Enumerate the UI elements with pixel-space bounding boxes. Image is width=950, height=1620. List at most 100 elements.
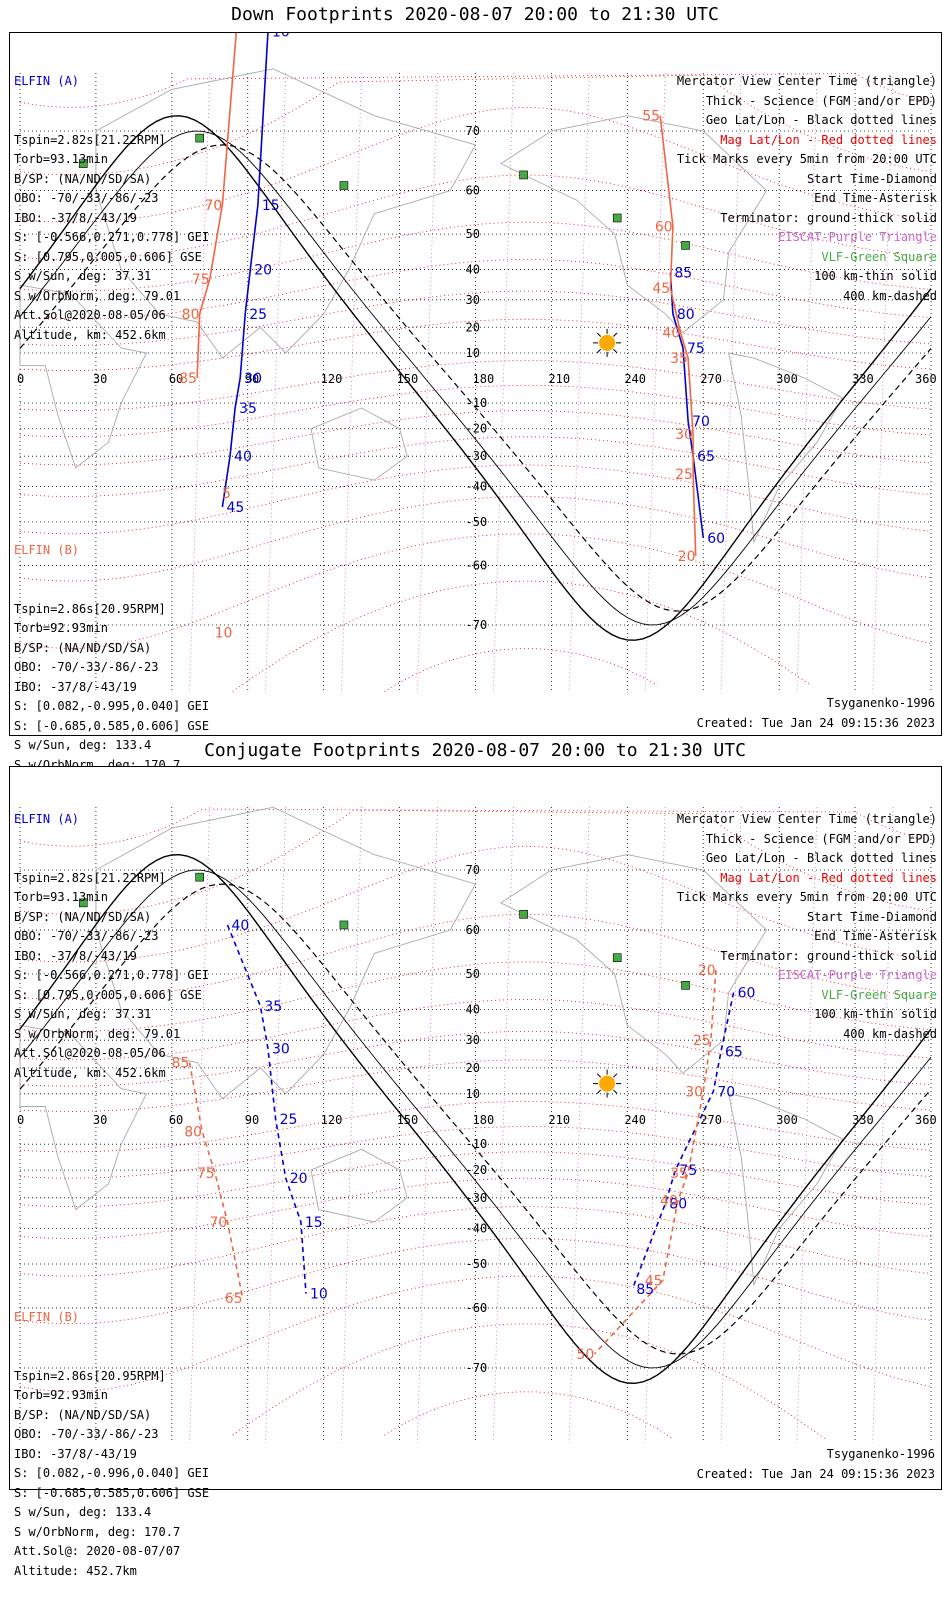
legend: Mercator View Center Time (triangle) Thic… xyxy=(677,771,937,1083)
vlf-square xyxy=(519,909,528,919)
info-line: Altitude, km: 452.6km xyxy=(14,327,166,342)
mag-lat-line xyxy=(19,1059,932,1112)
elfin-a-tick-label: 40 xyxy=(234,449,252,465)
legend-line: 100 km-thin solid xyxy=(814,269,937,283)
elfin-a-tick-label: 65 xyxy=(697,449,715,465)
elfin-a-tick-label: 80 xyxy=(669,1197,687,1213)
elfin-b-tick-label: 75 xyxy=(197,1166,215,1182)
elfin-a-info: ELFIN (A) Tspin=2.82s[21.22RPM] Torb=93.1… xyxy=(14,771,209,1122)
lat-tick-label: -60 xyxy=(466,558,488,572)
lat-tick-label: 20 xyxy=(466,1061,480,1075)
mag-lon-line xyxy=(568,72,590,694)
lat-tick-label: 10 xyxy=(466,1087,480,1101)
elfin-b-tick-label: 25 xyxy=(675,467,693,483)
elfin-a-tick-label: 75 xyxy=(679,1163,697,1179)
elfin-b-tick-label: 60 xyxy=(655,219,673,235)
elfin-a-tick-label: 70 xyxy=(692,414,710,430)
info-line: OBO: -70/-33/-86/-23 xyxy=(14,1427,159,1441)
lat-tick-label: 20 xyxy=(466,320,480,334)
elfin-b-tick-label: 5 xyxy=(222,486,231,502)
coastline xyxy=(95,68,477,359)
elfin-a-tick-label: 65 xyxy=(725,1045,743,1061)
lat-tick-label: -40 xyxy=(466,480,488,494)
created-label: Created: Tue Jan 24 09:15:36 2023 xyxy=(696,1467,935,1481)
elfin-a-tick-label: 60 xyxy=(738,986,756,1002)
lon-tick-label: 210 xyxy=(548,1113,570,1127)
model-label: Tsyganenko-1996 xyxy=(826,1447,935,1461)
mag-lat-line xyxy=(19,107,932,223)
lat-tick-label: 70 xyxy=(466,863,480,877)
info-line: S w/OrbNorm, deg: 170.7 xyxy=(14,1524,181,1539)
mag-lat-line xyxy=(19,808,932,847)
lat-tick-label: -20 xyxy=(466,422,488,436)
legend-line: Mercator View Center Time (triangle) xyxy=(676,812,937,826)
mag-lat-line xyxy=(384,1391,674,1440)
lat-tick-label: 70 xyxy=(466,124,480,138)
lat-tick-label: -40 xyxy=(466,1221,488,1235)
map-canvas: 0 30 60 90 120 150 180 210 240 270 300 330 360 70 60 50… xyxy=(17,806,937,1444)
lon-tick-label: 330 xyxy=(852,372,874,386)
mag-lon-line xyxy=(189,72,211,694)
mag-lon-line xyxy=(416,72,438,694)
lon-tick-label: 300 xyxy=(776,372,798,386)
elfin-a-tick-label: 45 xyxy=(226,500,244,516)
mag-lat-line xyxy=(19,1031,932,1087)
panel-2-title: Conjugate Footprints 2020-08-07 20:00 to… xyxy=(204,740,746,761)
elfin-b-tick-label: 75 xyxy=(192,272,210,288)
sun-ray xyxy=(613,1073,618,1078)
legend-line: VLF-Green Square xyxy=(821,987,937,1002)
lat-tick-label: 40 xyxy=(466,1003,480,1017)
mag-lat-line xyxy=(232,580,810,692)
legend-line: 100 km-thin solid xyxy=(814,1007,937,1021)
lon-tick-label: 120 xyxy=(321,1113,343,1127)
info-line: IBO: -37/8/-43/19 xyxy=(14,210,137,225)
elfin-a-tick-label: 80 xyxy=(677,307,695,323)
info-line: B/SP: (NA/ND/SD/SA) xyxy=(14,1407,152,1422)
mag-lon-line xyxy=(492,72,514,694)
coastline xyxy=(310,1148,408,1223)
elfin-b-track xyxy=(188,1062,244,1299)
lon-tick-label: 330 xyxy=(852,1113,874,1127)
mag-lat-line xyxy=(19,496,932,582)
elfin-a-track xyxy=(226,924,307,1294)
mag-lon-line xyxy=(644,72,666,694)
elfin-a-tick-label: 35 xyxy=(239,401,257,417)
elfin-a-tick-label: 15 xyxy=(305,1215,323,1231)
elfin-b-tick-label: 80 xyxy=(184,1125,202,1141)
lon-tick-label: 30 xyxy=(93,1113,107,1127)
legend-line: Tick Marks every 5min from 20:00 UTC xyxy=(676,890,937,904)
mag-lat-line xyxy=(19,999,932,1061)
legend-line: Mag Lat/Lon - Red dotted lines xyxy=(720,870,937,885)
mag-lat-line xyxy=(19,436,932,497)
lat-tick-label: 60 xyxy=(466,923,480,937)
elfin-b-header: ELFIN (B) xyxy=(14,1310,80,1324)
sun-ray xyxy=(613,348,618,354)
lon-tick-label: 0 xyxy=(17,372,24,386)
elfin-a-info: ELFIN (A) Tspin=2.82s[21.22RPM] Torb=93.1… xyxy=(14,33,209,384)
elfin-a-track xyxy=(669,272,705,539)
mag-lon-line xyxy=(340,806,363,1444)
info-line: B/SP: (NA/ND/SD/SA) xyxy=(14,909,152,924)
info-line: S: [-0.566,0.271,0.778] GEI xyxy=(14,968,210,982)
info-line: S w/Sun, deg: 133.4 xyxy=(14,738,152,752)
elfin-a-tick-label: 35 xyxy=(264,999,282,1015)
info-line: Tspin=2.86s[20.95RPM] xyxy=(14,1368,166,1383)
legend-line: 400 km-dashed xyxy=(843,288,937,303)
elfin-b-tick-label: 70 xyxy=(210,1215,228,1231)
vlf-square xyxy=(519,170,528,180)
elfin-a-lines: Tspin=2.82s[21.22RPM] Torb=93.13min B/SP: … xyxy=(14,869,209,1084)
info-line: S w/Sun, deg: 37.31 xyxy=(14,269,152,283)
elfin-a-tick-label: 20 xyxy=(254,262,272,278)
info-line: B/SP: (NA/ND/SD/SA) xyxy=(14,171,152,186)
mag-lon-line xyxy=(872,72,894,694)
legend-line: Terminator: ground-thick solid xyxy=(720,948,937,963)
lon-tick-label: 0 xyxy=(17,1113,24,1127)
info-line: Altitude: 452.7km xyxy=(14,1563,137,1578)
info-line: S w/OrbNorm, deg: 79.01 xyxy=(14,288,181,303)
lat-tick-label: 60 xyxy=(466,184,480,198)
mag-lat-line xyxy=(384,648,658,693)
elfin-a-tick-label: 40 xyxy=(232,918,250,934)
info-line: S w/OrbNorm, deg: 79.01 xyxy=(14,1026,181,1041)
vlf-square xyxy=(339,920,349,930)
elfin-b-info: ELFIN (B) Tspin=2.86s[20.95RPM] Torb=92.9… xyxy=(14,1269,209,1620)
